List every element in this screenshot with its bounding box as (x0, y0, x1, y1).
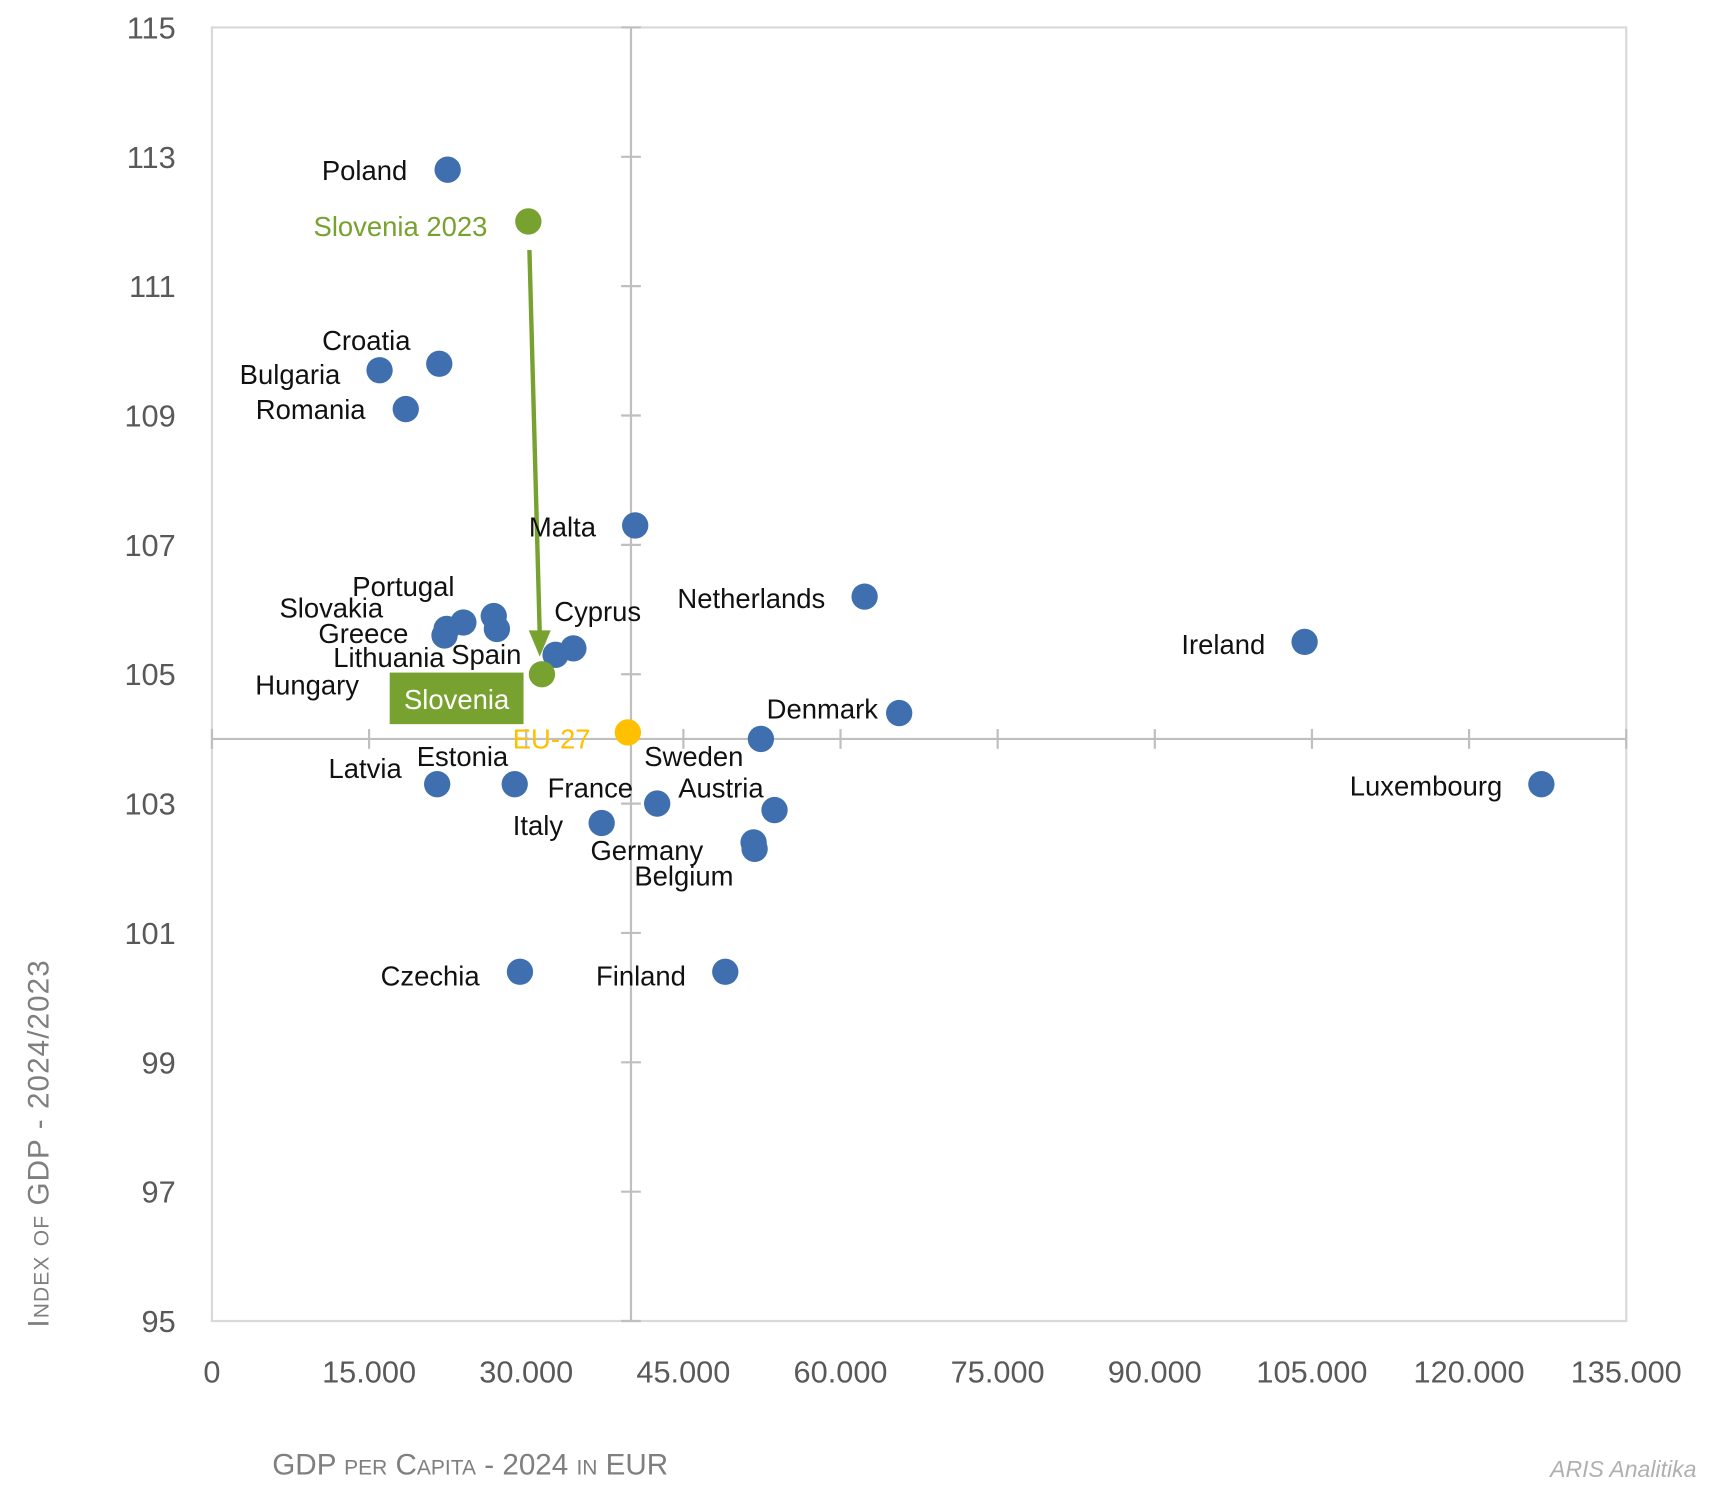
label-italy: Italy (513, 810, 564, 841)
label-finland: Finland (596, 960, 686, 991)
x-tick-label: 120.000 (1414, 1354, 1525, 1389)
label-denmark: Denmark (767, 694, 879, 725)
point-poland (434, 156, 461, 183)
point-netherlands (851, 583, 878, 610)
point-italy (588, 809, 615, 837)
label-croatia: Croatia (322, 325, 411, 356)
y-axis-title: Index of GDP - 2024/2023 (22, 959, 55, 1327)
point-slovenia (528, 661, 556, 688)
label-lithuania: Lithuania (333, 642, 445, 673)
x-tick-label: 15.000 (322, 1354, 416, 1389)
x-tick-label: 0 (203, 1354, 220, 1389)
point-cyprus (560, 635, 587, 662)
point-france (644, 790, 671, 817)
point-slovakia (450, 609, 477, 636)
point-eu-27 (614, 719, 642, 746)
point-belgium (741, 835, 768, 863)
label-eu-27: EU-27 (513, 723, 591, 754)
y-tick-label: 111 (129, 269, 176, 304)
label-slovakia: Slovakia (279, 593, 383, 624)
x-tick-label: 60.000 (794, 1354, 888, 1389)
label-sweden: Sweden (644, 741, 743, 772)
y-tick-label: 99 (142, 1045, 176, 1080)
point-latvia (424, 771, 451, 798)
y-tick-label: 107 (124, 528, 175, 563)
label-spain: Spain (451, 639, 521, 670)
y-tick-label: 101 (124, 916, 175, 951)
point-croatia (426, 350, 453, 377)
point-romania (392, 395, 419, 423)
point-luxembourg (1528, 771, 1555, 798)
label-belgium: Belgium (634, 860, 733, 891)
label-bulgaria: Bulgaria (240, 359, 341, 390)
label-ireland: Ireland (1181, 629, 1265, 660)
y-tick-label: 95 (142, 1304, 176, 1339)
label-portugal: Portugal (352, 571, 454, 602)
label-hungary: Hungary (255, 670, 359, 701)
x-tick-label: 30.000 (479, 1354, 573, 1389)
x-tick-label: 90.000 (1108, 1354, 1202, 1389)
y-tick-label: 97 (142, 1175, 176, 1210)
point-bulgaria (366, 357, 393, 384)
arrow-head (528, 630, 551, 657)
y-tick-label: 103 (124, 787, 175, 822)
x-tick-label: 135.000 (1571, 1354, 1682, 1389)
x-axis-title: GDP per Capita - 2024 in EUR (272, 1449, 668, 1482)
label-germany: Germany (590, 835, 703, 866)
point-estonia (501, 771, 528, 798)
y-tick-label: 113 (127, 140, 176, 175)
label-poland: Poland (322, 155, 407, 186)
point-malta (622, 512, 649, 539)
label-france: France (548, 773, 633, 804)
x-tick-label: 75.000 (951, 1354, 1045, 1389)
point-portugal (483, 615, 511, 643)
slovenia-label-box (389, 672, 524, 725)
slovenia-change-arrow (527, 249, 542, 635)
point-finland (712, 958, 739, 985)
point-denmark (886, 699, 913, 727)
label-slovenia: Slovenia (404, 684, 510, 715)
label-slovenia-2023: Slovenia 2023 (314, 211, 488, 242)
x-tick-label: 105.000 (1256, 1354, 1367, 1389)
label-austria: Austria (678, 773, 764, 804)
label-luxembourg: Luxembourg (1350, 770, 1502, 801)
label-cyprus: Cyprus (554, 596, 641, 627)
point-czechia (506, 958, 534, 985)
label-estonia: Estonia (417, 741, 509, 772)
credit-watermark: ARIS Analitika (1548, 1456, 1697, 1482)
point-sweden (747, 725, 775, 753)
y-tick-label: 115 (127, 10, 176, 45)
label-czechia: Czechia (381, 960, 481, 991)
label-latvia: Latvia (329, 753, 403, 784)
y-tick-label: 105 (124, 657, 175, 692)
label-romania: Romania (256, 394, 366, 425)
point-ireland (1291, 628, 1318, 656)
plot-area (210, 26, 1628, 1323)
point-austria (761, 796, 788, 824)
label-greece: Greece (318, 618, 408, 649)
x-tick-label: 45.000 (636, 1354, 730, 1389)
label-netherlands: Netherlands (677, 583, 825, 614)
label-malta: Malta (529, 512, 597, 543)
point-slovenia-2023 (515, 208, 542, 235)
y-tick-label: 109 (124, 398, 175, 433)
